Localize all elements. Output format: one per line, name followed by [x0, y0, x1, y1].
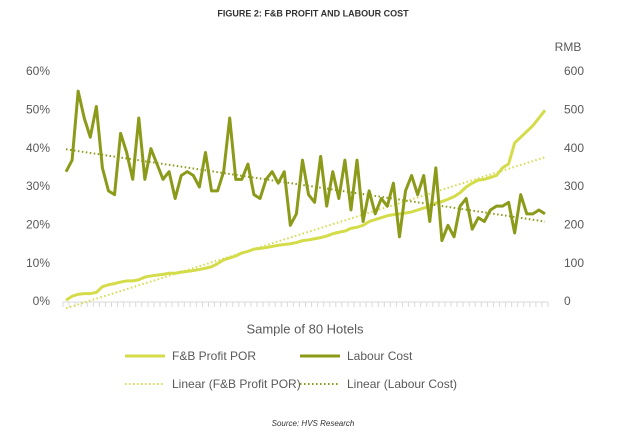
- legend-label: Linear (Labour Cost): [347, 377, 457, 391]
- y2-tick-label: 400: [564, 141, 584, 155]
- y-tick-label: 30%: [26, 179, 50, 193]
- y-tick-label: 20%: [26, 218, 50, 232]
- y2-tick-label: 100: [564, 256, 584, 270]
- y2-tick-label: 0: [564, 294, 571, 308]
- y2-tick-label: 300: [564, 179, 584, 193]
- legend-label: Labour Cost: [347, 349, 413, 363]
- y-tick-label: 60%: [26, 64, 50, 78]
- trendline: [65, 148, 546, 223]
- x-axis-label: Sample of 80 Hotels: [246, 321, 364, 336]
- legend-label: F&B Profit POR: [172, 349, 256, 363]
- y2-tick-label: 500: [564, 103, 584, 117]
- series-line: [65, 109, 547, 302]
- legend-label: Linear (F&B Profit POR): [172, 377, 301, 391]
- y2-tick-label: 600: [564, 64, 584, 78]
- chart-title: FIGURE 2: F&B PROFIT AND LABOUR COST: [217, 8, 409, 18]
- series-line: [64, 89, 546, 243]
- source: Source: HVS Research: [272, 419, 355, 428]
- y-tick-label: 0%: [33, 294, 51, 308]
- y-tick-label: 10%: [26, 256, 50, 270]
- y2-tick-label: 200: [564, 218, 584, 232]
- y2-axis-label: RMB: [555, 40, 582, 54]
- y-tick-label: 50%: [26, 103, 50, 117]
- y-tick-label: 40%: [26, 141, 50, 155]
